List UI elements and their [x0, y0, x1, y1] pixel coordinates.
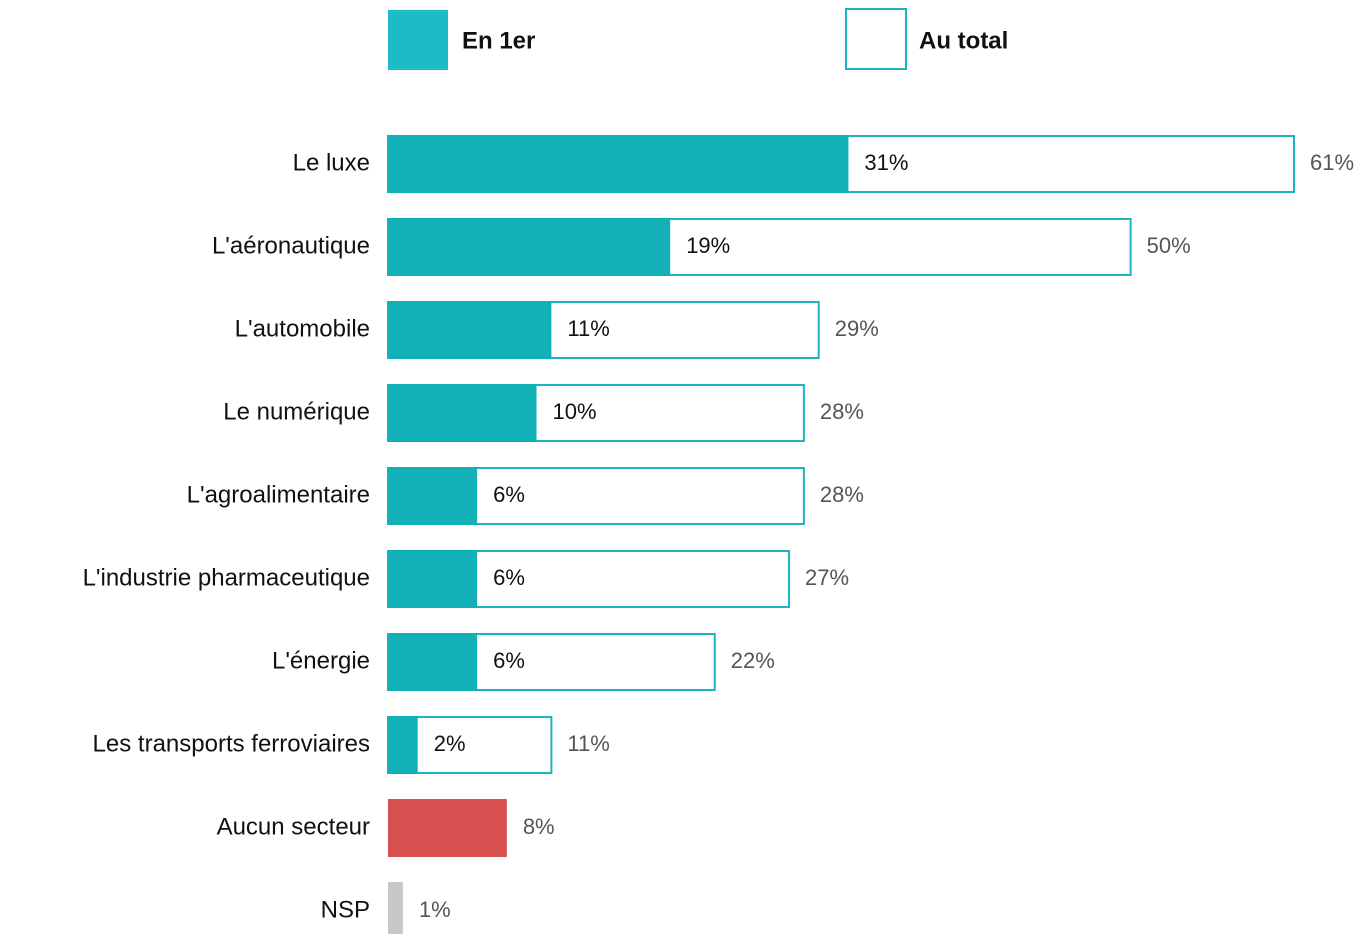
value-label: 61%: [1310, 150, 1354, 175]
bar: [388, 467, 478, 525]
category-label: Aucun secteur: [217, 813, 370, 840]
legend-label: Au total: [919, 27, 1008, 54]
value-label: 6%: [493, 648, 525, 673]
category-label: L'énergie: [272, 647, 370, 674]
bar: [388, 550, 478, 608]
value-label: 19%: [686, 233, 730, 258]
bar: [388, 633, 478, 691]
bar: [388, 135, 849, 193]
bar: [388, 301, 552, 359]
legend-swatch: [388, 10, 448, 70]
value-label: 1%: [419, 897, 451, 922]
category-label: L'aéronautique: [212, 232, 370, 259]
bar: [388, 799, 507, 857]
bar: [388, 882, 403, 934]
value-label: 6%: [493, 482, 525, 507]
value-label: 6%: [493, 565, 525, 590]
category-label: L'agroalimentaire: [187, 481, 370, 508]
value-label: 10%: [553, 399, 597, 424]
legend-label: En 1er: [462, 27, 535, 54]
category-label: Le numérique: [223, 398, 370, 425]
value-label: 28%: [820, 482, 864, 507]
value-label: 11%: [567, 731, 609, 756]
value-label: 11%: [567, 316, 609, 341]
category-label: L'industrie pharmaceutique: [83, 564, 370, 591]
value-label: 29%: [835, 316, 879, 341]
category-label: Les transports ferroviaires: [93, 730, 370, 757]
value-label: 28%: [820, 399, 864, 424]
category-label: NSP: [321, 896, 370, 923]
value-label: 50%: [1147, 233, 1191, 258]
legend-swatch: [845, 8, 907, 70]
value-label: 27%: [805, 565, 849, 590]
value-label: 8%: [523, 814, 555, 839]
value-label: 22%: [731, 648, 775, 673]
category-label: Le luxe: [293, 149, 370, 176]
value-label: 31%: [864, 150, 908, 175]
value-label: 2%: [434, 731, 466, 756]
category-label: L'automobile: [235, 315, 370, 342]
bar: [388, 716, 418, 774]
bar: [388, 384, 537, 442]
bar: [388, 218, 671, 276]
